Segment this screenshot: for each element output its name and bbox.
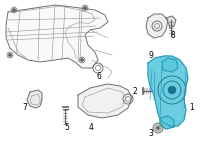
Polygon shape xyxy=(166,16,176,28)
Text: 5: 5 xyxy=(65,122,69,132)
Polygon shape xyxy=(148,56,188,126)
Text: 8: 8 xyxy=(171,30,175,40)
Circle shape xyxy=(7,52,13,58)
Text: 2: 2 xyxy=(132,86,137,96)
Polygon shape xyxy=(78,84,132,118)
Text: 9: 9 xyxy=(149,51,153,60)
Polygon shape xyxy=(27,90,42,108)
Circle shape xyxy=(81,59,84,61)
Circle shape xyxy=(156,127,160,130)
Text: 1: 1 xyxy=(189,102,194,112)
Polygon shape xyxy=(6,5,108,68)
Text: 6: 6 xyxy=(97,71,101,81)
Text: 3: 3 xyxy=(149,128,153,137)
Polygon shape xyxy=(146,14,168,38)
Text: 7: 7 xyxy=(23,102,27,112)
Text: 4: 4 xyxy=(89,123,93,132)
Circle shape xyxy=(13,9,16,11)
Circle shape xyxy=(84,6,87,10)
Circle shape xyxy=(79,57,85,63)
Circle shape xyxy=(11,7,17,13)
Polygon shape xyxy=(162,58,178,72)
Circle shape xyxy=(153,123,163,133)
Circle shape xyxy=(168,86,176,94)
Circle shape xyxy=(9,54,12,56)
Polygon shape xyxy=(160,116,174,129)
Circle shape xyxy=(82,5,88,11)
